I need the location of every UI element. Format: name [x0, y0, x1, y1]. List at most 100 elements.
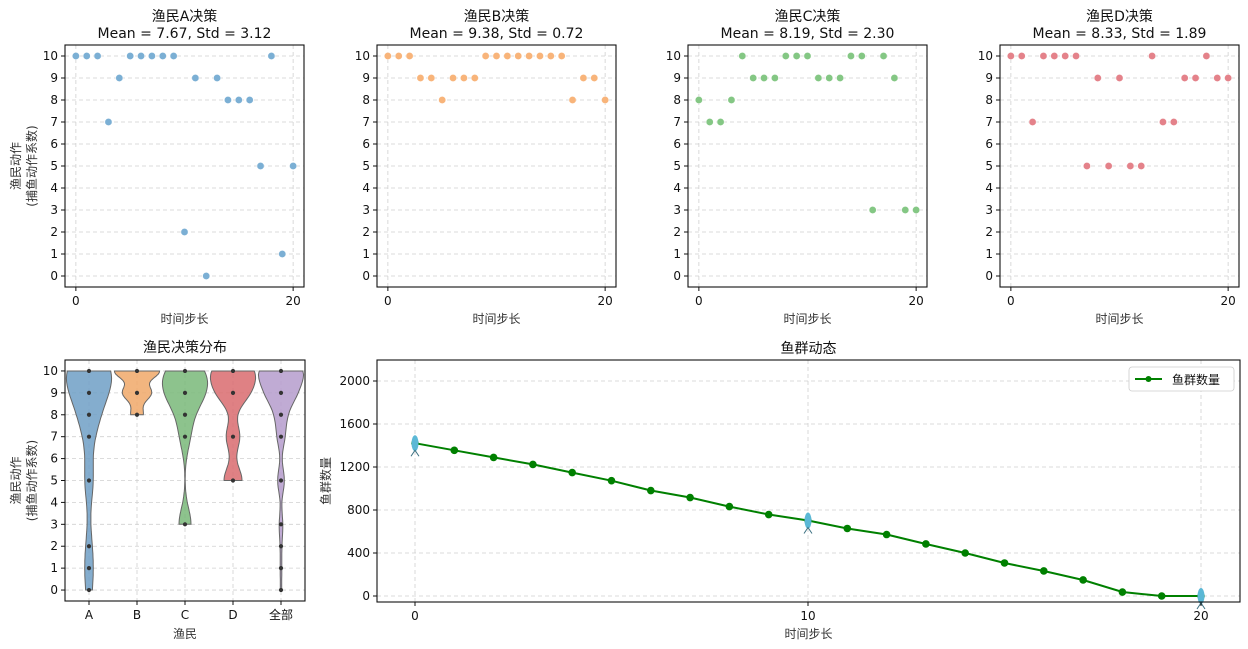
violin-point: [278, 544, 284, 549]
panel-title: 渔民A决策: [152, 8, 218, 25]
y-tick-label: 5: [985, 159, 993, 173]
scatter-point: [760, 74, 768, 82]
y-tick-label: 8: [362, 93, 370, 107]
panel-subtitle: Mean = 8.33, Std = 1.89: [1033, 26, 1207, 42]
fish-line-point: [1079, 576, 1087, 584]
y-tick-label: 5: [362, 159, 370, 173]
x-tick-label: A: [85, 608, 94, 622]
y-tick-label: 3: [50, 203, 58, 217]
fish-tail: [803, 526, 813, 534]
fish-line-point: [529, 460, 537, 469]
x-tick-label: 0: [384, 294, 392, 308]
scatter-point: [1126, 162, 1135, 170]
violin-point: [182, 522, 188, 527]
y-tick-label: 2: [362, 225, 370, 239]
scatter-point: [137, 52, 145, 60]
fish-line-point: [961, 549, 969, 557]
violin-point: [86, 478, 92, 483]
y-tick-label: 400: [347, 546, 370, 560]
scatter-point: [191, 74, 200, 82]
fish-line-point: [568, 468, 576, 477]
y-tick-label: 0: [50, 583, 58, 597]
scatter-point: [224, 96, 232, 104]
fish-line-point: [882, 530, 891, 539]
scatter-point: [1083, 162, 1091, 170]
scatter-point: [158, 52, 167, 60]
x-tick-label: 0: [695, 294, 703, 308]
scatter-point: [557, 52, 566, 60]
y-tick-label: 800: [347, 503, 370, 517]
violin-point: [230, 390, 236, 395]
violin-point: [230, 478, 236, 483]
y-axis-label-sub: (捕鱼动作系数): [24, 125, 39, 206]
scatter-point: [1224, 74, 1232, 82]
scatter-point: [847, 52, 855, 60]
scatter-point: [1202, 52, 1211, 60]
scatter-point: [781, 52, 790, 60]
violin-point: [182, 390, 188, 395]
x-axis-label: 时间步长: [472, 312, 520, 326]
scatter-point: [879, 52, 888, 60]
violin-point: [86, 390, 92, 395]
y-axis-label: 渔民动作: [9, 456, 23, 504]
violin-point: [134, 390, 140, 395]
y-tick-label: 0: [985, 269, 993, 283]
scatter-point: [771, 74, 779, 82]
y-tick-label: 2: [985, 225, 993, 239]
scatter-point: [601, 96, 609, 104]
scatter-point: [749, 74, 757, 82]
fish-line-point: [1040, 567, 1048, 575]
y-tick-label: 2: [673, 225, 681, 239]
violin-point: [86, 566, 92, 571]
scatter-point: [536, 52, 544, 60]
scatter-point: [148, 52, 156, 60]
violin-point: [182, 434, 188, 439]
scatter-point: [705, 118, 714, 126]
scatter-point: [169, 52, 178, 60]
violin-point: [278, 566, 284, 571]
fish-line-point: [489, 453, 498, 462]
y-tick-label: 0: [673, 269, 681, 283]
y-tick-label: 1: [985, 247, 993, 261]
y-tick-label: 9: [985, 71, 993, 85]
y-tick-label: 4: [362, 181, 370, 195]
y-tick-label: 10: [666, 49, 681, 63]
y-tick-label: 8: [50, 408, 58, 422]
legend-box: [1128, 366, 1235, 392]
x-axis-label: 时间步长: [784, 627, 832, 641]
violin-point: [134, 412, 140, 417]
violin-point: [86, 587, 92, 593]
scatter-point: [202, 272, 211, 280]
fish-body: [804, 512, 812, 529]
y-tick-label: 9: [50, 386, 58, 400]
fish-line-point: [607, 476, 616, 485]
y-tick-label: 6: [985, 137, 993, 151]
y-tick-label: 2000: [339, 374, 370, 388]
y-tick-label: 0: [362, 589, 370, 603]
scatter-point: [405, 52, 414, 60]
scatter-point: [792, 52, 801, 60]
scatter-point: [267, 52, 276, 60]
fish-line-point: [647, 486, 655, 495]
violin-C: [161, 370, 209, 525]
y-tick-label: 1: [362, 247, 370, 261]
y-tick-label: 3: [50, 517, 58, 531]
scatter-point: [1137, 162, 1146, 170]
scatter-point: [245, 96, 254, 104]
x-axis-label: 时间步长: [160, 312, 208, 326]
y-tick-label: 7: [673, 115, 681, 129]
violin-point: [86, 368, 92, 374]
violin-point: [230, 434, 236, 439]
scatter-point: [126, 52, 134, 60]
y-tick-label: 1600: [339, 417, 370, 431]
scatter-point: [568, 96, 577, 104]
scatter-point: [1017, 52, 1026, 60]
y-tick-label: 8: [985, 93, 993, 107]
scatter-point: [1159, 118, 1167, 126]
y-tick-label: 1: [673, 247, 681, 261]
scatter-point: [1104, 162, 1113, 170]
y-tick-label: 0: [362, 269, 370, 283]
